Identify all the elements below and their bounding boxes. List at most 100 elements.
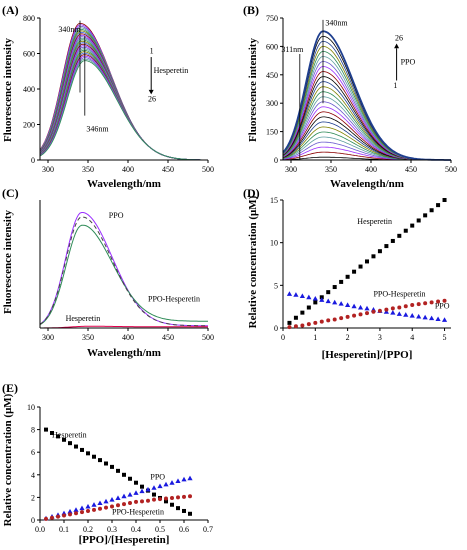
data-point <box>396 311 402 316</box>
x-tick-label: 450 <box>162 165 174 174</box>
x-axis-label: [PPO]/[Hesperetin] <box>79 534 170 546</box>
panel-c: 300 350 400 450 500 (C) Fluorescence intensity… <box>2 186 214 359</box>
data-point <box>122 472 126 477</box>
x-axis-label: Wavelength/nm <box>87 178 161 190</box>
peak-annotation: 311nm <box>281 45 304 54</box>
x-tick-label: 350 <box>325 165 337 174</box>
spectrum-curve <box>39 212 208 327</box>
data-point <box>170 502 174 507</box>
data-point <box>319 297 325 302</box>
data-point <box>377 308 382 313</box>
series-label: PPO <box>109 211 124 220</box>
data-point <box>410 302 415 307</box>
data-point <box>442 298 447 303</box>
data-point <box>188 511 192 516</box>
curves <box>39 22 209 161</box>
data-point <box>306 305 311 310</box>
y-tick-label: 0 <box>31 156 35 165</box>
data-point <box>306 322 311 327</box>
data-point <box>86 451 90 456</box>
series-label: PPO-Hesperetin <box>373 289 425 298</box>
y-tick-label: 150 <box>266 128 278 137</box>
data-point <box>157 483 163 489</box>
x-tick-label: 0.6 <box>179 525 189 534</box>
panel-label: (D) <box>243 186 260 200</box>
series-ppo-hesperetin <box>287 298 447 330</box>
data-point <box>164 496 168 501</box>
data-point <box>164 499 168 504</box>
data-point <box>109 497 115 502</box>
data-point <box>74 444 78 449</box>
data-point <box>403 312 409 317</box>
data-point <box>390 306 395 311</box>
data-point <box>339 279 344 284</box>
data-point <box>152 492 156 497</box>
data-point <box>152 497 156 502</box>
data-point <box>325 298 331 304</box>
data-point <box>188 494 192 499</box>
x-tick-label: 0.5 <box>155 525 165 534</box>
data-point <box>110 464 114 469</box>
data-point <box>145 486 151 492</box>
data-point <box>397 233 402 238</box>
data-point <box>365 259 369 264</box>
data-point <box>44 516 48 521</box>
data-point <box>332 317 337 322</box>
data-point <box>345 302 351 307</box>
arrow-head <box>148 89 154 95</box>
data-point <box>332 299 338 305</box>
y-tick-label: 600 <box>266 42 278 51</box>
x-tick-label: 300 <box>42 333 54 342</box>
data-point <box>127 491 133 497</box>
data-point <box>146 498 150 503</box>
series-index-label: 1 <box>393 81 397 90</box>
y-axis-label: Fluorescence intensity <box>2 38 14 142</box>
y-axis-label: Fluorescence intensity <box>2 210 14 314</box>
x-axis-label: Wavelength/nm <box>87 347 161 359</box>
data-point <box>293 292 299 297</box>
panel-label: (C) <box>2 186 19 200</box>
data-point <box>371 254 376 259</box>
data-point <box>68 512 72 517</box>
data-point <box>357 304 364 310</box>
data-point <box>98 458 102 463</box>
data-point <box>313 300 318 305</box>
data-point <box>175 478 181 484</box>
data-point <box>104 505 108 510</box>
x-tick-label: 500 <box>202 165 214 174</box>
data-point <box>397 305 402 310</box>
series-label: Hesperetin <box>52 431 87 440</box>
data-point <box>187 475 193 481</box>
series-ppo-hesperetin <box>44 494 192 521</box>
data-point <box>338 301 344 306</box>
data-point <box>409 313 415 318</box>
panel-e: 0.0 0.1 0.2 0.3 0.4 0.5 0.6 0.7 0 2 4 6 8 10 (E)Relati… <box>2 381 213 546</box>
x-tick-label: 350 <box>82 333 94 342</box>
data-point <box>134 499 138 504</box>
data-point <box>116 503 120 508</box>
x-tick-label: 300 <box>285 165 297 174</box>
data-point <box>169 480 175 485</box>
data-point <box>133 490 139 495</box>
data-point <box>416 218 421 223</box>
data-point <box>416 302 421 307</box>
y-tick-label: 750 <box>266 14 278 23</box>
series-index-label: 26 <box>395 34 403 43</box>
data-point <box>128 501 132 506</box>
y-tick-label: 8 <box>31 426 35 435</box>
spectrum-curve <box>39 216 208 327</box>
x-tick-label: 500 <box>202 333 214 342</box>
data-point <box>345 314 350 319</box>
series-label: PPO <box>150 472 165 481</box>
y-tick-label: 800 <box>23 14 35 23</box>
data-point <box>122 502 126 507</box>
data-point <box>62 513 66 518</box>
data-point <box>300 323 305 328</box>
x-tick-label: 400 <box>122 165 134 174</box>
panel-a: 300 350 400 450 500 0 200 400 600 800 (A) Fluoresce… <box>2 3 214 190</box>
data-point <box>176 506 180 511</box>
series-ppo <box>286 291 448 322</box>
x-tick-label: 0.1 <box>59 525 69 534</box>
curves <box>282 30 451 161</box>
